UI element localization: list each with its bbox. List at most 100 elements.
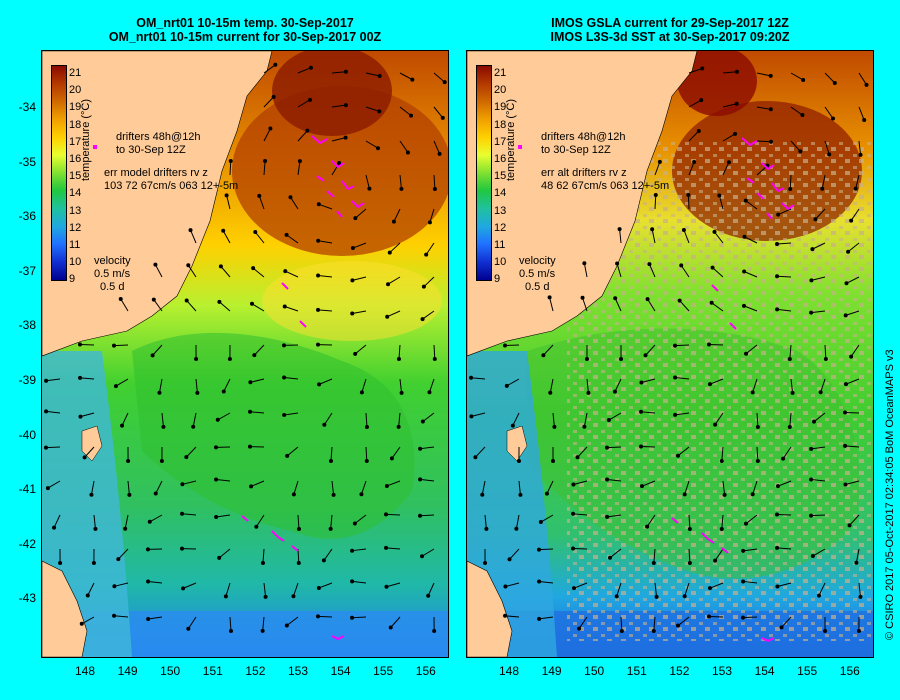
current-arrow	[549, 378, 554, 393]
current-arrow	[776, 513, 792, 516]
current-arrow	[391, 446, 401, 459]
longitude-tick-label: 153	[711, 664, 733, 678]
current-arrow	[484, 514, 487, 529]
current-arrow	[844, 411, 860, 414]
current-arrow	[386, 547, 401, 550]
current-arrow-head	[613, 296, 618, 301]
right-velocity-value: 0.5 m/s	[519, 268, 556, 280]
longitude-tick-label: 148	[498, 664, 520, 678]
current-arrow-head	[612, 389, 617, 394]
current-arrow	[433, 174, 436, 190]
current-arrow	[539, 616, 554, 620]
current-arrow	[777, 308, 792, 312]
current-arrow	[607, 478, 622, 482]
current-arrow-head	[350, 548, 355, 553]
current-arrow	[286, 446, 299, 457]
current-arrow-head	[734, 69, 739, 74]
current-arrow	[399, 72, 413, 81]
current-arrow-head	[608, 555, 613, 560]
right-drifter-tracks	[671, 137, 795, 643]
current-arrow	[433, 72, 445, 83]
current-arrow	[849, 514, 860, 526]
right-err-note: err alt drifters rv z 48 62 67cm/s 063 1…	[541, 167, 669, 193]
colorbar-tick-label: 10	[69, 256, 82, 269]
drifter-track	[741, 137, 758, 147]
current-arrow-head	[328, 458, 333, 463]
longitude-tick-label: 154	[330, 664, 351, 678]
current-arrow-head	[328, 526, 333, 531]
current-arrow-head	[364, 458, 369, 463]
current-arrow	[538, 548, 554, 551]
current-arrow	[845, 378, 860, 385]
colorbar-tick-label: 15	[69, 170, 82, 183]
current-arrow	[653, 548, 656, 563]
current-arrow	[286, 234, 299, 244]
current-arrow-head	[147, 519, 152, 524]
current-arrow	[756, 446, 759, 462]
current-arrow-head	[337, 160, 342, 165]
current-arrow-head	[781, 456, 786, 461]
left-velocity-value: 0.5 m/s	[94, 268, 131, 280]
current-arrow	[422, 310, 435, 320]
current-arrow-head	[251, 266, 256, 271]
longitude-tick-label: 154	[754, 664, 775, 678]
current-arrow-head	[775, 307, 780, 312]
left-title: OM_nrt01 10-15m temp. 30-Sep-2017 OM_nrt…	[40, 16, 450, 44]
current-arrow-head	[647, 262, 652, 267]
current-arrow	[226, 195, 231, 210]
longitude-tick-label: 149	[117, 664, 138, 678]
current-arrow	[573, 582, 588, 589]
current-arrow	[46, 410, 61, 414]
current-arrow	[423, 276, 435, 288]
current-arrow-head	[801, 77, 806, 82]
current-arrow	[422, 412, 435, 422]
current-arrow	[745, 200, 758, 210]
current-arrow	[543, 344, 554, 356]
current-arrow	[858, 582, 861, 597]
current-arrow-head	[228, 628, 233, 633]
longitude-tick-label: 150	[160, 664, 181, 678]
current-arrow-head	[268, 126, 273, 131]
current-arrow	[518, 480, 521, 495]
current-arrow	[354, 344, 367, 355]
current-arrow-head	[843, 382, 848, 387]
current-arrow-head	[788, 186, 793, 191]
current-arrow	[216, 514, 231, 518]
current-arrow-head	[384, 545, 389, 550]
current-arrow	[743, 271, 758, 278]
current-arrow	[187, 616, 197, 629]
current-arrow-head	[755, 424, 760, 429]
current-arrow	[223, 378, 231, 392]
current-arrow	[152, 344, 163, 356]
current-arrow	[616, 582, 622, 597]
current-arrow-head	[288, 195, 293, 200]
current-arrow-head	[742, 269, 747, 274]
current-arrow	[318, 378, 333, 385]
current-arrow-head	[843, 313, 848, 318]
current-arrow-head	[707, 586, 712, 591]
current-arrow	[781, 616, 792, 628]
current-arrow-head	[260, 560, 265, 565]
current-arrow-head	[118, 297, 123, 302]
current-arrow	[161, 412, 164, 427]
current-arrow	[790, 378, 794, 393]
longitude-tick-label: 156	[415, 664, 436, 678]
current-arrow	[648, 263, 656, 278]
current-arrow-head	[744, 351, 749, 356]
current-arrow-head	[744, 521, 749, 526]
right-drifters-line2: to 30-Sep 12Z	[541, 144, 611, 156]
current-arrow	[297, 130, 308, 142]
current-arrow-head	[510, 423, 515, 428]
credit-text: © CSIRO 2017 05-Oct-2017 02:34:05 BoM Oc…	[884, 349, 896, 640]
colorbar-tick-label: 14	[494, 187, 507, 200]
current-arrow	[79, 343, 95, 346]
current-arrow	[114, 615, 129, 618]
current-arrow	[220, 266, 231, 278]
right-drifter-legend-marker	[518, 145, 522, 149]
drifter-track	[766, 212, 773, 220]
current-arrow-head	[686, 193, 691, 198]
latitude-tick-label: -35	[18, 154, 36, 169]
drifter-track	[299, 320, 307, 328]
current-arrow-head	[712, 229, 717, 234]
current-arrow-head	[713, 422, 718, 427]
